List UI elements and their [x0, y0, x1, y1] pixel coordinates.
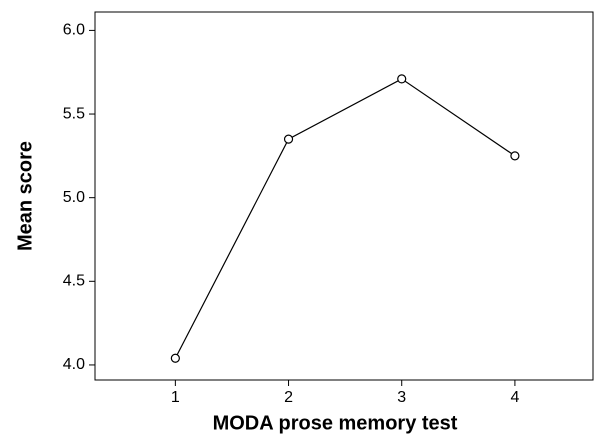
y-tick-label: 5.0 — [63, 189, 85, 206]
y-tick-label: 4.5 — [63, 273, 85, 290]
line — [174, 78, 516, 359]
plot-frame — [94, 11, 594, 381]
y-tick-label: 6.0 — [63, 22, 85, 39]
y-tick-label: 4.0 — [63, 356, 85, 373]
marker — [283, 134, 294, 144]
marker — [397, 74, 407, 84]
x-tick-label: 2 — [284, 389, 293, 406]
marker — [510, 151, 520, 161]
x-tick-label: 1 — [171, 389, 180, 406]
x-tick-label: 3 — [397, 389, 406, 406]
y-tick-label: 5.5 — [63, 105, 85, 122]
x-tick-label: 4 — [510, 389, 519, 406]
x-axis-label: MODA prose memory test — [213, 412, 458, 434]
marker — [170, 353, 180, 363]
y-axis-label: Mean score — [14, 141, 36, 251]
